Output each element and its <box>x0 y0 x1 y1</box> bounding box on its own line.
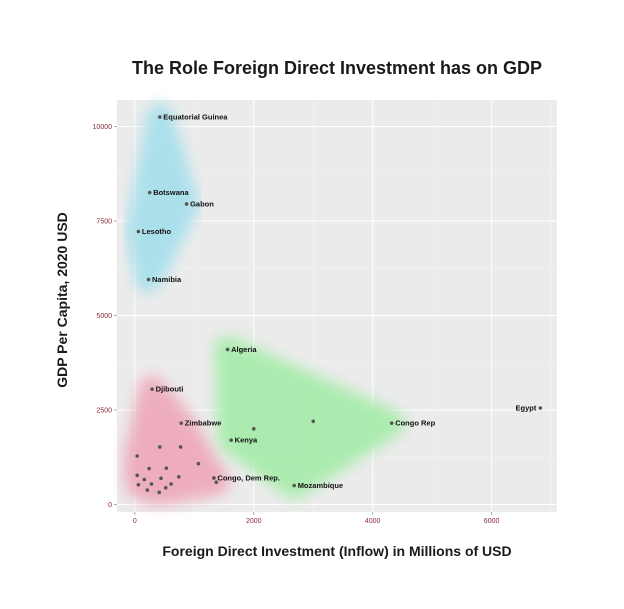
data-point <box>159 476 163 481</box>
chart-title: The Role Foreign Direct Investment has o… <box>131 58 543 78</box>
point-label: Mozambique <box>298 481 343 490</box>
data-point <box>538 406 543 410</box>
data-point <box>145 488 150 492</box>
axis-ticks: 0 2000 4000 6000 0 2500 5000 7500 10000 <box>93 124 500 525</box>
cluster-region-low <box>124 376 230 506</box>
data-point <box>158 115 162 119</box>
data-point <box>169 482 173 486</box>
data-point <box>136 482 141 487</box>
y-tick-label: 2500 <box>96 407 112 414</box>
point-label: Namibia <box>152 275 182 284</box>
data-point <box>147 190 152 195</box>
point-label: Algeria <box>231 345 257 354</box>
point-label: Gabon <box>190 199 214 208</box>
data-point <box>251 427 256 431</box>
data-point <box>146 277 151 282</box>
data-point <box>157 490 162 495</box>
y-tick-label: 7500 <box>96 218 112 225</box>
data-point <box>184 202 189 206</box>
point-label: Botswana <box>153 188 189 197</box>
data-point <box>158 445 162 449</box>
x-tick-label: 0 <box>133 518 137 525</box>
point-label: Egypt <box>516 404 537 413</box>
point-label: Equatorial Guinea <box>163 113 228 122</box>
data-point <box>225 347 230 352</box>
data-point <box>149 482 154 486</box>
x-tick-label: 2000 <box>246 518 262 525</box>
point-label: Kenya <box>235 436 258 445</box>
data-point <box>147 466 151 471</box>
x-tick-label: 4000 <box>365 518 381 525</box>
data-point <box>311 419 316 424</box>
y-tick-label: 10000 <box>93 124 113 131</box>
point-label: Congo Rep <box>395 419 435 428</box>
y-tick-label: 0 <box>108 502 112 509</box>
y-tick-label: 5000 <box>96 313 112 320</box>
data-point <box>229 438 233 442</box>
x-tick-label: 6000 <box>484 518 500 525</box>
data-point <box>164 466 169 470</box>
data-point <box>150 387 154 391</box>
data-point <box>178 445 183 449</box>
data-point <box>142 477 147 482</box>
data-point <box>292 483 296 488</box>
data-point <box>389 421 394 425</box>
data-point <box>135 454 140 458</box>
data-point <box>136 229 141 234</box>
data-point <box>179 421 184 425</box>
data-point <box>163 486 168 490</box>
point-label: Zimbabwe <box>185 419 222 428</box>
x-axis-title: Foreign Direct Investment (Inflow) in Mi… <box>162 543 512 559</box>
point-label: Lesotho <box>142 227 172 236</box>
point-label: Djibouti <box>156 385 184 394</box>
data-point <box>214 480 219 484</box>
data-point <box>177 475 181 479</box>
data-point <box>196 461 201 466</box>
data-point <box>212 476 216 480</box>
data-point <box>135 473 140 478</box>
point-label: Congo, Dem Rep. <box>217 473 280 482</box>
